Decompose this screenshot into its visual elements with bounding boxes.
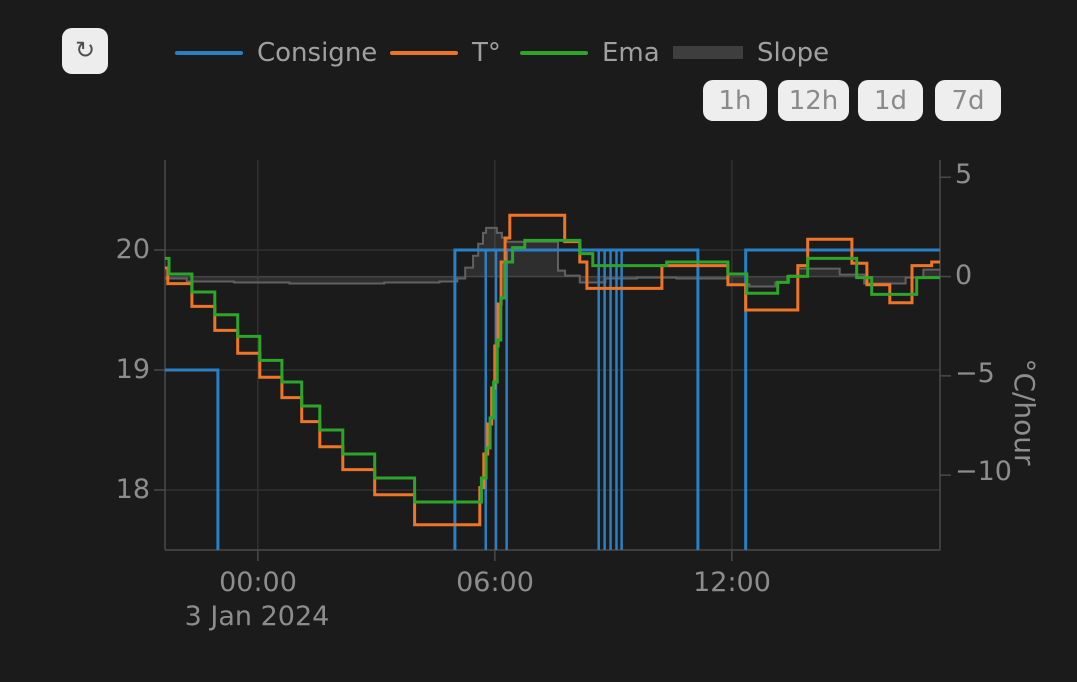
range-button-7d[interactable]: 7d — [935, 80, 1001, 121]
range-button-12h[interactable]: 12h — [778, 80, 849, 121]
consigne-legend-swatch[interactable] — [175, 51, 243, 55]
legend-item-ema[interactable]: Ema — [602, 38, 660, 68]
range-button-1d[interactable]: 1d — [858, 80, 923, 121]
x-tick-1200: 12:00 — [693, 567, 771, 598]
x-tick-0600: 06:00 — [456, 567, 534, 598]
consigne-series — [165, 248, 940, 550]
y-right-tick-minus5: −5 — [955, 358, 995, 389]
y-right-axis-title: °C/hour — [1008, 358, 1041, 466]
refresh-button[interactable]: ↻ — [62, 28, 108, 74]
temperature-legend-swatch[interactable] — [390, 51, 458, 55]
ema-series — [165, 238, 940, 504]
y-left-tick-20: 20 — [115, 234, 150, 265]
range-button-1h[interactable]: 1h — [703, 80, 767, 121]
legend-item-slope[interactable]: Slope — [757, 38, 830, 68]
y-right-tick-5: 5 — [955, 159, 973, 190]
slope-area-series — [165, 227, 940, 287]
y-left-tick-18: 18 — [115, 474, 150, 505]
y-left-tick-19: 19 — [115, 354, 150, 385]
x-axis-date-label: 3 Jan 2024 — [184, 601, 330, 632]
y-right-tick-minus10: −10 — [955, 456, 1012, 487]
legend-item-consigne[interactable]: Consigne — [257, 38, 378, 68]
plot-area[interactable] — [165, 160, 940, 550]
chart-legend: Consigne T° Ema Slope — [0, 36, 1077, 70]
y-right-tick-0: 0 — [955, 260, 973, 291]
ema-legend-swatch[interactable] — [520, 51, 588, 55]
slope-legend-swatch[interactable] — [673, 46, 743, 59]
legend-item-temperature[interactable]: T° — [472, 38, 501, 68]
x-tick-0000: 00:00 — [219, 567, 297, 598]
